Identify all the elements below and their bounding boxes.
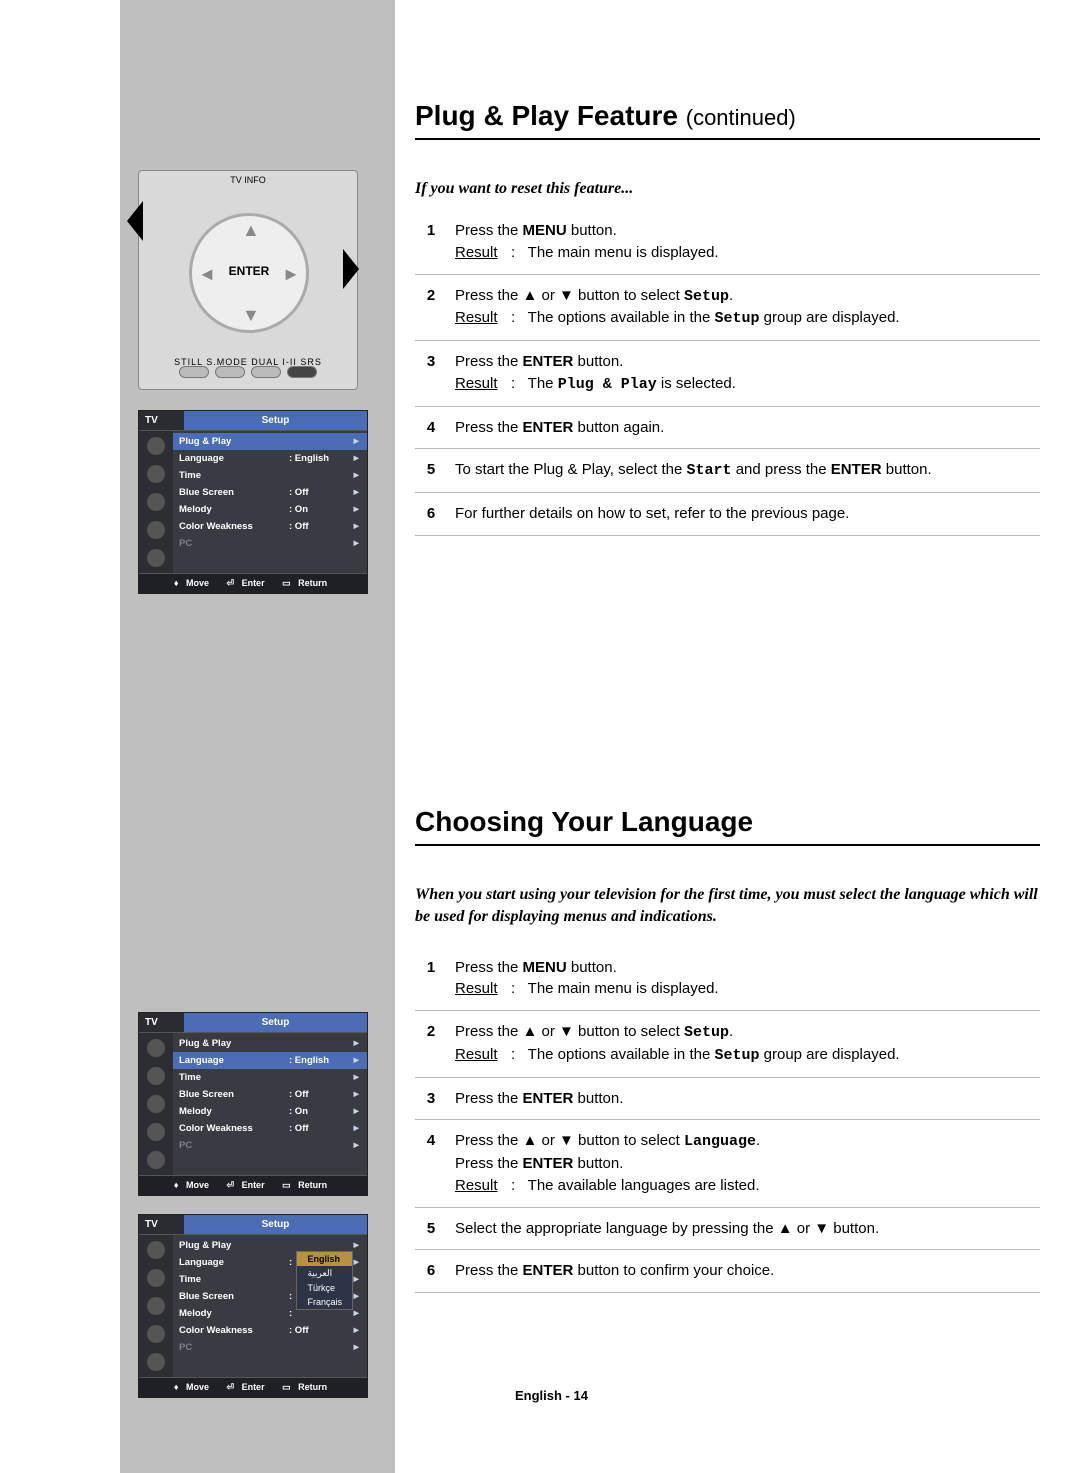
left-arrow-icon: ◄ xyxy=(198,264,216,285)
step-row: 4Press the ENTER button again. xyxy=(415,406,1040,449)
osd-footer: ♦ Move ⏎ Enter ▭ Return xyxy=(139,573,367,593)
step-row: 3Press the ENTER button. xyxy=(415,1077,1040,1120)
up-arrow-icon: ▲ xyxy=(242,220,260,241)
section2-intro: When you start using your television for… xyxy=(415,884,1040,929)
osd-icon-column xyxy=(139,431,173,573)
step-row: 5Select the appropriate language by pres… xyxy=(415,1207,1040,1250)
language-option: Français xyxy=(297,1295,352,1309)
osd-setup-language-open: TV Setup Plug & Play►Language:►Time►Blue… xyxy=(138,1214,368,1398)
remote-illustration: TV INFO ▲ ▼ ◄ ► STILL S.MODE DUAL I-II S… xyxy=(138,170,358,390)
step-number: 1 xyxy=(415,947,455,1011)
language-option: English xyxy=(297,1252,352,1266)
step-number: 4 xyxy=(415,1120,455,1207)
step-text: For further details on how to set, refer… xyxy=(455,493,1040,536)
osd-setup-plugplay: TV Setup Plug & Play►Language: English►T… xyxy=(138,410,368,594)
highlight-arrow-right xyxy=(343,249,359,289)
osd-item: Plug & Play► xyxy=(173,433,367,450)
step-number: 3 xyxy=(415,341,455,407)
step-row: 2Press the ▲ or ▼ button to select Setup… xyxy=(415,274,1040,341)
step-number: 1 xyxy=(415,210,455,274)
remote-top-labels: TV INFO xyxy=(139,175,357,185)
step-row: 6Press the ENTER button to confirm your … xyxy=(415,1250,1040,1293)
step-row: 2Press the ▲ or ▼ button to select Setup… xyxy=(415,1011,1040,1078)
step-text: Press the ENTER button to confirm your c… xyxy=(455,1250,1040,1293)
sidebar: TV INFO ▲ ▼ ◄ ► STILL S.MODE DUAL I-II S… xyxy=(120,0,395,1473)
osd-item: Color Weakness: Off► xyxy=(173,1120,367,1137)
reset-note: If you want to reset this feature... xyxy=(415,180,1040,198)
osd-item: Plug & Play► xyxy=(173,1035,367,1052)
step-text: Press the MENU button.Result: The main m… xyxy=(455,947,1040,1011)
step-number: 2 xyxy=(415,274,455,341)
step-number: 5 xyxy=(415,449,455,493)
step-text: Press the ▲ or ▼ button to select Setup.… xyxy=(455,1011,1040,1078)
osd-item: Time► xyxy=(173,1069,367,1086)
osd-item: PC► xyxy=(173,1339,367,1356)
osd-tv-label: TV xyxy=(139,411,184,430)
osd-item: Color Weakness: Off► xyxy=(173,518,367,535)
step-text: To start the Plug & Play, select the Sta… xyxy=(455,449,1040,493)
step-number: 5 xyxy=(415,1207,455,1250)
step-text: Press the ▲ or ▼ button to select Langua… xyxy=(455,1120,1040,1207)
osd-item: Time► xyxy=(173,467,367,484)
osd-item: Blue Screen: Off► xyxy=(173,1086,367,1103)
step-text: Press the ENTER button.Result: The Plug … xyxy=(455,341,1040,407)
remote-pill-row xyxy=(139,365,357,383)
step-number: 3 xyxy=(415,1077,455,1120)
osd-item: PC► xyxy=(173,1137,367,1154)
section2-title: Choosing Your Language xyxy=(415,796,1040,846)
step-row: 4Press the ▲ or ▼ button to select Langu… xyxy=(415,1120,1040,1207)
highlight-arrow-left xyxy=(127,201,143,241)
main-content: Plug & Play Feature (continued) If you w… xyxy=(395,0,1080,1473)
language-option: Türkçe xyxy=(297,1281,352,1295)
osd-item: Blue Screen: Off► xyxy=(173,484,367,501)
down-arrow-icon: ▼ xyxy=(242,305,260,326)
step-text: Select the appropriate language by press… xyxy=(455,1207,1040,1250)
language-popup: EnglishالعربيةTürkçeFrançais xyxy=(296,1251,353,1310)
step-number: 6 xyxy=(415,493,455,536)
step-number: 2 xyxy=(415,1011,455,1078)
section1-steps: 1Press the MENU button.Result: The main … xyxy=(415,210,1040,536)
step-row: 1Press the MENU button.Result: The main … xyxy=(415,210,1040,274)
osd-item: Melody: On► xyxy=(173,1103,367,1120)
step-row: 6For further details on how to set, refe… xyxy=(415,493,1040,536)
step-number: 6 xyxy=(415,1250,455,1293)
osd-category: Setup xyxy=(184,411,367,430)
osd-item: Language: English► xyxy=(173,450,367,467)
page-footer: English - 14 xyxy=(515,1388,588,1403)
step-row: 1Press the MENU button.Result: The main … xyxy=(415,947,1040,1011)
step-row: 5To start the Plug & Play, select the St… xyxy=(415,449,1040,493)
remote-wheel: ▲ ▼ ◄ ► xyxy=(189,213,309,333)
osd-setup-language-hl: TV Setup Plug & Play►Language: English►T… xyxy=(138,1012,368,1196)
step-text: Press the MENU button.Result: The main m… xyxy=(455,210,1040,274)
step-number: 4 xyxy=(415,406,455,449)
step-text: Press the ENTER button again. xyxy=(455,406,1040,449)
step-text: Press the ENTER button. xyxy=(455,1077,1040,1120)
section2-steps: 1Press the MENU button.Result: The main … xyxy=(415,947,1040,1294)
section1-title: Plug & Play Feature (continued) xyxy=(415,90,1040,140)
osd-item: Language: English► xyxy=(173,1052,367,1069)
step-text: Press the ▲ or ▼ button to select Setup.… xyxy=(455,274,1040,341)
right-arrow-icon: ► xyxy=(282,264,300,285)
osd-item: Melody: On► xyxy=(173,501,367,518)
language-option: العربية xyxy=(297,1266,352,1281)
osd-item: PC► xyxy=(173,535,367,552)
step-row: 3Press the ENTER button.Result: The Plug… xyxy=(415,341,1040,407)
osd-item: Color Weakness: Off► xyxy=(173,1322,367,1339)
